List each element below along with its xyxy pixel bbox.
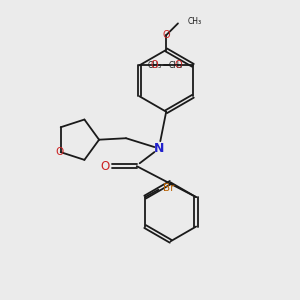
Text: O: O xyxy=(162,30,170,40)
Text: O: O xyxy=(100,160,110,173)
Text: Br: Br xyxy=(164,183,175,193)
Text: O: O xyxy=(174,60,182,70)
Text: CH₃: CH₃ xyxy=(147,61,161,70)
Text: N: N xyxy=(154,142,164,155)
Text: CH₃: CH₃ xyxy=(169,61,183,70)
Text: O: O xyxy=(55,147,63,157)
Text: O: O xyxy=(150,60,158,70)
Text: CH₃: CH₃ xyxy=(188,17,202,26)
